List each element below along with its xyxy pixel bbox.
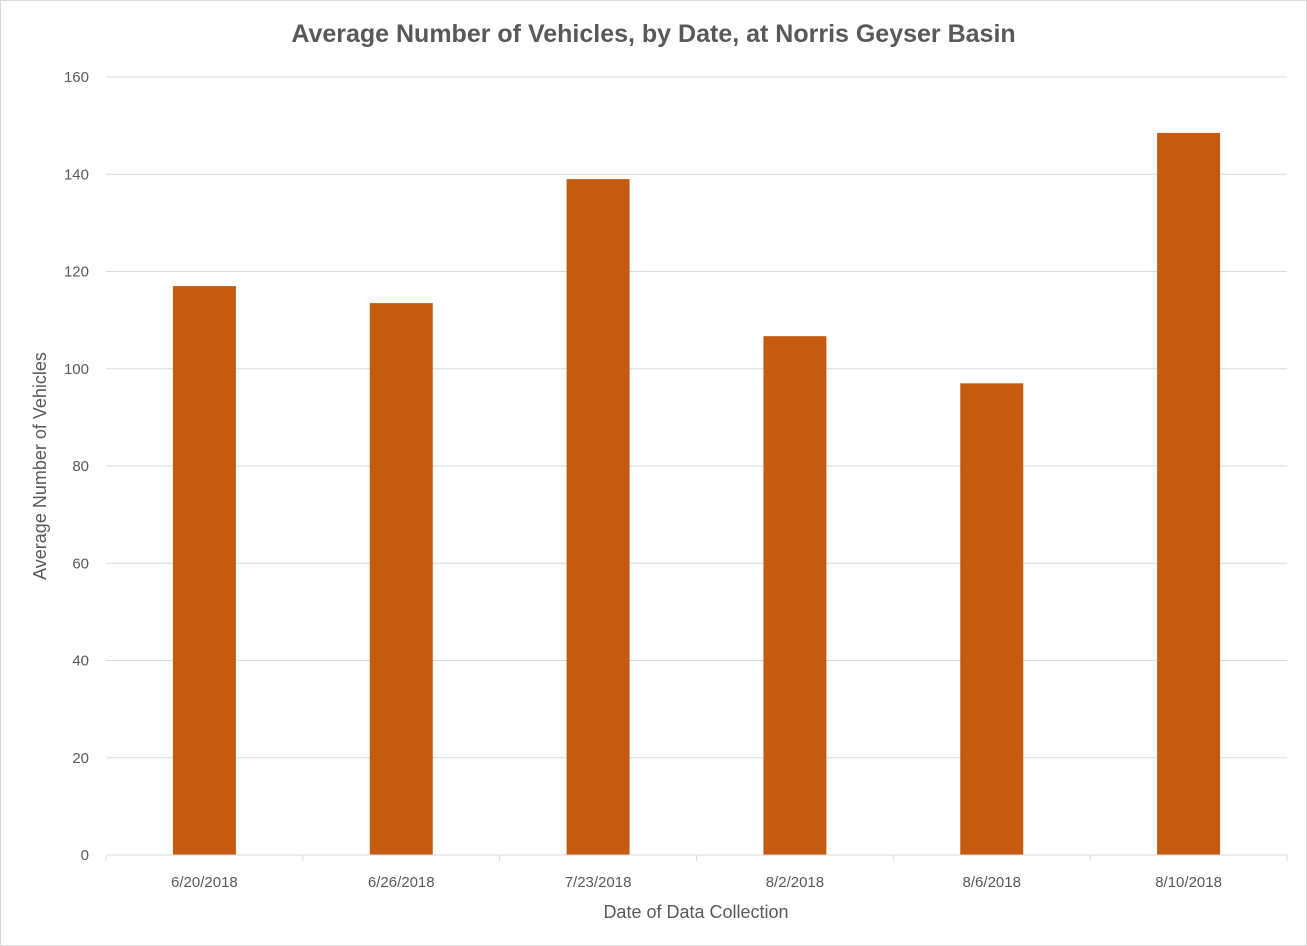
bar (566, 179, 630, 856)
y-tick-label: 160 (64, 69, 89, 86)
x-tick-label: 6/20/2018 (171, 874, 238, 891)
bar (763, 336, 827, 855)
y-tick-label: 40 (72, 653, 89, 670)
x-tick-label: 7/23/2018 (565, 874, 632, 891)
gridlines (106, 76, 1287, 759)
x-tick-label: 8/10/2018 (1155, 874, 1222, 891)
x-tick-label: 8/6/2018 (963, 874, 1021, 891)
bar (369, 303, 433, 855)
bars (172, 132, 1221, 856)
y-tick-label: 20 (72, 750, 89, 767)
y-axis: 0 20 40 60 80 100 120 140 160 (64, 69, 89, 864)
y-axis-title: Average Number of Vehicles (30, 352, 50, 580)
bar (960, 383, 1024, 855)
y-tick-label: 80 (72, 458, 89, 475)
bar (172, 286, 236, 855)
y-tick-label: 120 (64, 264, 89, 281)
y-tick-label: 60 (72, 555, 89, 572)
bar (1157, 132, 1221, 855)
y-tick-label: 0 (81, 847, 89, 864)
chart-title: Average Number of Vehicles, by Date, at … (291, 20, 1016, 48)
x-axis: 6/20/2018 6/26/2018 7/23/2018 8/2/2018 8/6/2… (105, 854, 1288, 891)
y-tick-label: 100 (64, 361, 89, 378)
y-tick-label: 140 (64, 166, 89, 183)
x-axis-title: Date of Data Collection (603, 902, 788, 922)
x-tick-label: 6/26/2018 (368, 874, 435, 891)
x-tick-label: 8/2/2018 (766, 874, 824, 891)
